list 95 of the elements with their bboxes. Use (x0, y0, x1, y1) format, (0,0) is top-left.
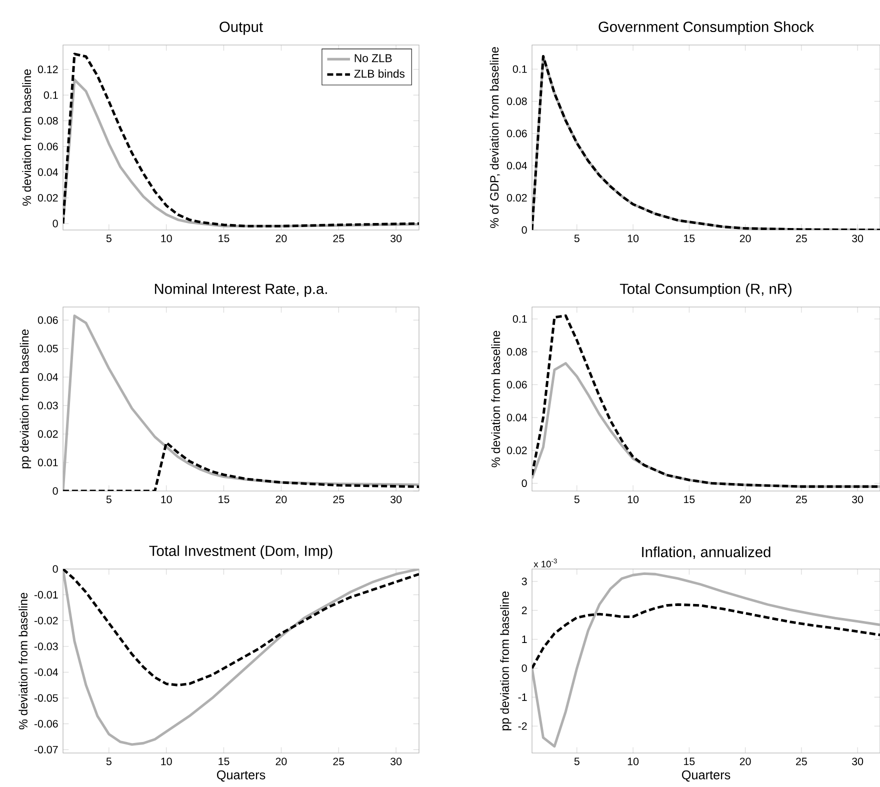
x-tick-label: 20 (740, 234, 751, 242)
y-tick-label: 0.1 (512, 315, 527, 323)
x-tick-label: 5 (574, 234, 580, 242)
y-tick-label: 0.04 (506, 162, 527, 170)
x-tick-label: 5 (574, 758, 580, 766)
y-tick-label: 0.06 (38, 316, 58, 324)
y-tick-label: 0.08 (506, 98, 527, 106)
x-tick-label: 10 (628, 496, 639, 504)
y-tick-label: -1 (518, 693, 527, 701)
y-axis-title: % of GDP, deviation from baseline (490, 47, 500, 228)
x-tick-label: 25 (333, 758, 344, 766)
x-tick-label: 20 (276, 496, 287, 504)
y-axis-title: pp deviation from baseline (500, 592, 512, 730)
y-tick-label: 0.02 (38, 430, 58, 438)
y-tick-label: 1 (522, 636, 527, 643)
y-tick-label: 0 (522, 664, 527, 672)
y-tick-label: 0 (522, 479, 527, 488)
y-tick-label: 0.06 (506, 380, 527, 388)
x-axis-title: Quarters (682, 770, 730, 782)
x-tick-label: 30 (852, 234, 864, 242)
x-tick-label: 15 (684, 758, 695, 766)
y-tick-label: 0.04 (506, 414, 527, 422)
x-tick-label: 25 (333, 496, 344, 504)
x-tick-label: 25 (796, 758, 807, 766)
x-tick-label: 15 (218, 758, 230, 766)
y-tick-label: 0.1 (44, 91, 58, 99)
y-tick-label: -0.02 (34, 616, 58, 624)
x-tick-label: 15 (684, 496, 695, 504)
y-tick-label: -0.05 (34, 694, 58, 702)
y-axis-title: % deviation from baseline (22, 69, 32, 206)
x-tick-label: 5 (574, 496, 580, 504)
y-tick-label: 3 (522, 578, 527, 586)
x-tick-label: 15 (218, 234, 230, 242)
y-tick-label: -0.04 (34, 668, 58, 676)
y-tick-label: 0.02 (506, 194, 527, 202)
y-tick-label: 0.1 (512, 65, 527, 73)
y-tick-label: -0.06 (34, 720, 58, 728)
x-tick-label: 25 (796, 496, 807, 504)
x-tick-label: 10 (161, 234, 172, 242)
y-tick-label: 0.12 (38, 66, 58, 74)
x-tick-label: 30 (852, 758, 864, 766)
text: x 10$^{-3}$ (534, 558, 557, 568)
legend-label: ZLB binds (354, 69, 405, 78)
chart-title: Inflation, annualized (642, 546, 770, 559)
y-tick-label: 0.04 (38, 168, 58, 176)
y-tick-label: 0 (522, 226, 527, 234)
y-tick-label: 0.02 (506, 446, 527, 454)
x-tick-label: 15 (218, 496, 230, 504)
y-tick-label: 0.06 (38, 142, 58, 150)
chart-title: Total Investment (Dom, Imp) (149, 545, 332, 559)
x-tick-label: 30 (852, 496, 864, 504)
x-axis-title: Quarters (216, 770, 266, 782)
x-tick-label: 30 (390, 234, 402, 242)
y-tick-label: 0 (52, 565, 58, 573)
y-axis-title: % deviation from baseline (491, 330, 500, 468)
x-tick-label: 5 (106, 496, 112, 504)
line-series (532, 314, 880, 488)
y-tick-label: 0.06 (506, 130, 527, 138)
line-series (63, 441, 420, 491)
chart-title: Nominal Interest Rate, p.a. (154, 283, 327, 297)
x-tick-label: 20 (740, 496, 751, 504)
y-tick-label: -2 (518, 722, 527, 730)
x-tick-label: 5 (106, 234, 112, 242)
y-tick-label: 0.08 (506, 348, 527, 356)
y-axis-title: % deviation from baseline (18, 592, 28, 730)
x-tick-label: 15 (684, 234, 695, 242)
y-tick-label: 0 (52, 487, 58, 495)
y-tick-label: -0.07 (34, 746, 58, 754)
y-tick-label: 0.01 (38, 458, 58, 466)
y-axis-title: pp deviation from baseline (20, 330, 32, 468)
y-tick-label: 2 (522, 606, 527, 614)
x-tick-label: 30 (390, 496, 402, 504)
chart-title: Government Consumption Shock (598, 21, 814, 35)
x-tick-label: 5 (106, 758, 112, 766)
y-tick-label: -0.03 (34, 642, 58, 650)
x-tick-label: 20 (740, 758, 751, 766)
x-tick-label: 20 (276, 234, 287, 242)
chart-title: Output (220, 22, 263, 35)
x-tick-label: 10 (628, 758, 639, 766)
y-tick-label: -0.01 (34, 591, 58, 599)
x-tick-label: 10 (628, 234, 639, 242)
y-tick-label: 0.02 (38, 194, 58, 202)
x-tick-label: 25 (796, 234, 807, 242)
x-tick-label: 20 (276, 758, 287, 766)
x-tick-label: 25 (333, 234, 344, 242)
y-tick-label: 0 (52, 220, 58, 228)
x-tick-label: 30 (390, 758, 402, 766)
chart-title: Total Consumption (R, nR) (620, 283, 792, 297)
y-tick-label: 0.05 (38, 344, 58, 352)
y-tick-label: 0.04 (38, 373, 58, 381)
x-tick-label: 10 (161, 758, 172, 766)
legend-label: No ZLB (354, 54, 392, 62)
y-tick-label: 0.03 (38, 402, 58, 410)
y-tick-label: 0.08 (38, 117, 58, 125)
x-tick-label: 10 (161, 496, 172, 504)
